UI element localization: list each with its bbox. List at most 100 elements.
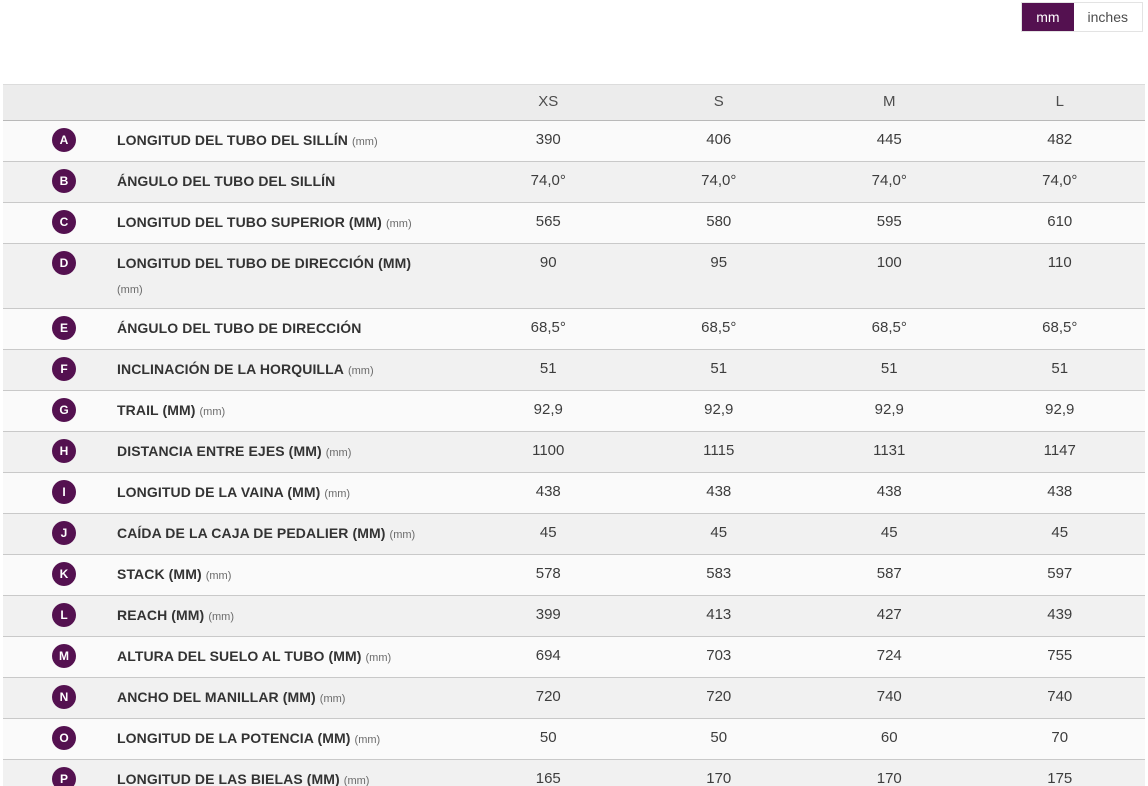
row-unit-suffix: (mm) (343, 775, 370, 786)
row-letter: N (59, 690, 69, 704)
row-label: CAÍDA DE LA CAJA DE PEDALIER (MM) (117, 525, 386, 541)
value-cell: 170 (706, 770, 732, 786)
value-cell: 565 (535, 213, 561, 230)
value-cell: 110 (1047, 254, 1072, 271)
value-cell: 438 (876, 483, 902, 500)
row-unit-suffix: (mm) (205, 570, 232, 582)
row-letter-badge: A (52, 128, 76, 152)
row-label: ÁNGULO DEL TUBO DE DIRECCIÓN (117, 320, 362, 336)
label-wrap: LONGITUD DE LAS BIELAS (MM) (mm) (117, 770, 369, 786)
label-cell: F INCLINACIÓN DE LA HORQUILLA (mm) (3, 350, 463, 390)
row-letter-badge: P (52, 767, 76, 786)
row-label: LONGITUD DEL TUBO SUPERIOR (MM) (117, 214, 382, 230)
size-header-m: M (883, 93, 896, 110)
row-letter: B (59, 174, 69, 188)
label-cell: L REACH (MM) (mm) (3, 596, 463, 636)
label-cell: J CAÍDA DE LA CAJA DE PEDALIER (MM) (mm) (3, 514, 463, 554)
row-letter: K (59, 567, 69, 581)
row-letter: O (59, 731, 69, 745)
row-letter: L (60, 608, 68, 622)
value-cell: 703 (706, 647, 732, 664)
value-cell: 583 (706, 565, 732, 582)
value-cell: 50 (710, 729, 728, 746)
label-wrap: ALTURA DEL SUELO AL TUBO (MM) (mm) (117, 647, 391, 667)
row-letter-badge: J (52, 521, 76, 545)
table-body: A LONGITUD DEL TUBO DEL SILLÍN (mm) 390 40… (3, 121, 1145, 786)
value-cell: 175 (1047, 770, 1073, 786)
label-wrap: LONGITUD DE LA POTENCIA (MM) (mm) (117, 729, 380, 749)
size-header-spacer (3, 85, 463, 120)
value-cell: 438 (535, 483, 561, 500)
row-label: LONGITUD DEL TUBO DEL SILLÍN (117, 132, 348, 148)
value-cell: 170 (876, 770, 902, 786)
row-label: LONGITUD DE LA VAINA (MM) (117, 484, 321, 500)
value-cell: 74,0° (530, 172, 566, 189)
label-wrap: LONGITUD DEL TUBO SUPERIOR (MM) (mm) (117, 213, 412, 233)
value-cell: 68,5° (1042, 319, 1078, 336)
value-cell: 610 (1047, 213, 1073, 230)
value-cell: 597 (1047, 565, 1073, 582)
unit-toggle-inches-button[interactable]: inches (1073, 3, 1142, 31)
label-wrap: ÁNGULO DEL TUBO DEL SILLÍN (117, 172, 335, 190)
row-letter: I (62, 485, 66, 499)
table-row: K STACK (MM) (mm) 578 583 587 597 (3, 555, 1145, 596)
table-row: P LONGITUD DE LAS BIELAS (MM) (mm) 165 170… (3, 760, 1145, 786)
value-cell: 74,0° (871, 172, 907, 189)
value-cell: 439 (1047, 606, 1073, 623)
table-row: B ÁNGULO DEL TUBO DEL SILLÍN 74,0° 74,0° 7… (3, 162, 1145, 203)
value-cell: 755 (1047, 647, 1073, 664)
value-cell: 595 (876, 213, 902, 230)
row-label: ANCHO DEL MANILLAR (MM) (117, 689, 316, 705)
row-letter: J (60, 526, 68, 540)
row-label: TRAIL (MM) (117, 402, 196, 418)
value-cell: 51 (539, 360, 557, 377)
value-cell: 406 (706, 131, 732, 148)
value-cell: 45 (539, 524, 557, 541)
row-letter: D (59, 256, 69, 270)
size-header-xs: XS (538, 93, 559, 110)
label-wrap: ÁNGULO DEL TUBO DE DIRECCIÓN (117, 319, 361, 337)
value-cell: 70 (1051, 729, 1069, 746)
table-row: F INCLINACIÓN DE LA HORQUILLA (mm) 51 51 51… (3, 350, 1145, 391)
row-letter-badge: C (52, 210, 76, 234)
geometry-table: XS S M L A LONGITUD DEL TUBO DEL SILLÍN(… (3, 84, 1145, 786)
row-letter: E (59, 321, 68, 335)
row-letter: M (59, 649, 69, 663)
row-letter-badge: K (52, 562, 76, 586)
size-header-l: L (1055, 93, 1064, 110)
row-unit-suffix: (mm) (319, 693, 346, 705)
row-letter-badge: L (52, 603, 76, 627)
value-cell: 427 (876, 606, 902, 623)
row-letter-badge: F (52, 357, 76, 381)
label-cell: D LONGITUD DEL TUBO DE DIRECCIÓN (MM) (mm… (3, 244, 463, 308)
label-wrap: LONGITUD DEL TUBO DE DIRECCIÓN (MM) (mm) (117, 254, 411, 299)
row-unit-suffix: (mm) (354, 734, 381, 746)
table-row: G TRAIL (MM) (mm) 92,9 92,9 92,9 92,9 (3, 391, 1145, 432)
table-row: N ANCHO DEL MANILLAR (MM) (mm) 720 720 740 7… (3, 678, 1145, 719)
value-cell: 1115 (703, 442, 735, 459)
table-row: D LONGITUD DEL TUBO DE DIRECCIÓN (MM) (mm… (3, 244, 1145, 309)
row-label: LONGITUD DE LA POTENCIA (MM) (117, 730, 351, 746)
value-cell: 1131 (873, 442, 906, 459)
top-bar: mm inches (0, 0, 1148, 84)
value-cell: 74,0° (1042, 172, 1078, 189)
value-cell: 482 (1047, 131, 1073, 148)
value-cell: 694 (535, 647, 561, 664)
table-row: A LONGITUD DEL TUBO DEL SILLÍN (mm) 390 40… (3, 121, 1145, 162)
label-wrap: LONGITUD DE LA VAINA (MM) (mm) (117, 483, 350, 503)
row-label: LONGITUD DEL TUBO DE DIRECCIÓN (MM) (117, 255, 412, 271)
value-cell: 413 (706, 606, 732, 623)
label-wrap: ANCHO DEL MANILLAR (MM) (mm) (117, 688, 345, 708)
table-row: L REACH (MM) (mm) 399 413 427 439 (3, 596, 1145, 637)
value-cell: 51 (1051, 360, 1069, 377)
value-cell: 1147 (1043, 442, 1076, 459)
label-cell: E ÁNGULO DEL TUBO DE DIRECCIÓN (3, 309, 463, 349)
unit-toggle-mm-button[interactable]: mm (1022, 3, 1074, 31)
value-cell: 92,9 (533, 401, 563, 418)
value-cell: 74,0° (701, 172, 737, 189)
row-label: INCLINACIÓN DE LA HORQUILLA (117, 361, 344, 377)
value-cell: 720 (706, 688, 732, 705)
row-letter-badge: O (52, 726, 76, 750)
row-letter: C (59, 215, 69, 229)
label-cell: G TRAIL (MM) (mm) (3, 391, 463, 431)
